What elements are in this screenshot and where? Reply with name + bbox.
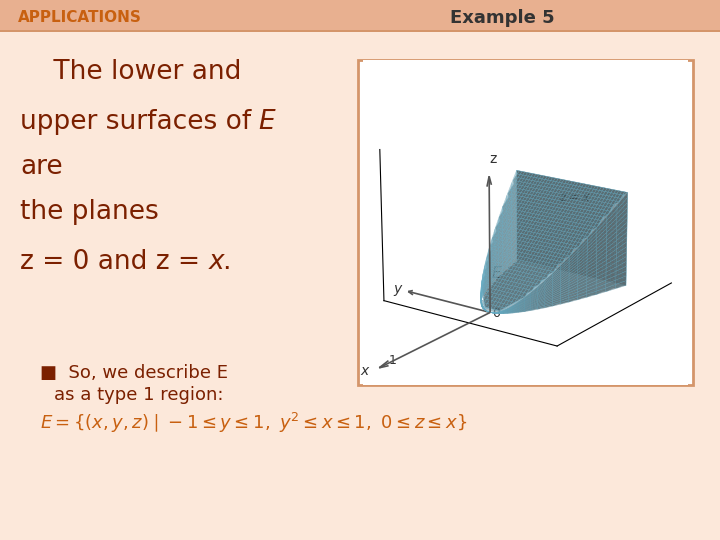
- Text: are: are: [20, 154, 63, 180]
- Text: upper surfaces of: upper surfaces of: [20, 109, 260, 135]
- FancyBboxPatch shape: [358, 60, 693, 385]
- Text: Example 5: Example 5: [450, 9, 554, 27]
- Text: APPLICATIONS: APPLICATIONS: [18, 10, 142, 25]
- Text: as a type 1 region:: as a type 1 region:: [54, 386, 223, 404]
- Text: E: E: [258, 109, 274, 135]
- Text: x: x: [209, 249, 225, 275]
- Text: The lower and: The lower and: [20, 59, 241, 85]
- FancyBboxPatch shape: [0, 0, 720, 30]
- Text: the planes: the planes: [20, 199, 158, 225]
- Text: $E = \{(x,y,z) \mid -1 \leq y \leq 1,\ y^2 \leq x \leq 1,\ 0 \leq z \leq x\}$: $E = \{(x,y,z) \mid -1 \leq y \leq 1,\ y…: [40, 411, 467, 435]
- Text: z = 0 and z =: z = 0 and z =: [20, 249, 208, 275]
- FancyBboxPatch shape: [0, 30, 720, 32]
- Text: ■  So, we describe E: ■ So, we describe E: [40, 364, 228, 382]
- Text: .: .: [222, 249, 230, 275]
